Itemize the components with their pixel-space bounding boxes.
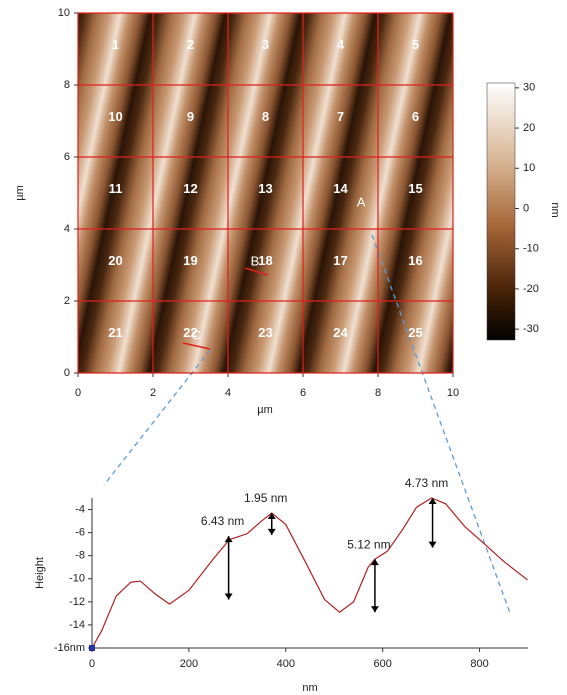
cell-label: 9	[187, 109, 194, 124]
profile-line-b	[244, 267, 269, 276]
colorbar-tick-label: -20	[523, 283, 539, 295]
cell-label: 8	[262, 109, 269, 124]
cell-label: 6	[412, 109, 419, 124]
x-tick-label: 600	[373, 658, 391, 670]
colorbar-label: nm	[549, 202, 561, 217]
y-tick-label: -14	[69, 619, 85, 631]
y-axis-label: µm	[14, 185, 26, 201]
origin-marker	[89, 645, 95, 651]
profile-line-c	[182, 342, 211, 350]
y-tick-label: -16nm	[54, 642, 85, 654]
arrow-head	[370, 559, 379, 566]
cell-label: 17	[333, 253, 347, 268]
x-tick-label: 200	[180, 658, 198, 670]
y-tick-label: 10	[58, 7, 70, 19]
cell-label: 4	[337, 37, 345, 52]
cell-label: 16	[408, 253, 422, 268]
colorbar-tick-label: 10	[523, 162, 535, 174]
colorbar-tick-label: -10	[523, 243, 539, 255]
arrow-head	[224, 536, 233, 543]
cell-label: 11	[109, 181, 123, 196]
y-tick-label: -12	[69, 596, 85, 608]
cell-label: 18	[258, 253, 272, 268]
y-tick-label: 4	[64, 223, 70, 235]
arrow-head	[428, 498, 437, 504]
arrow-head	[428, 541, 437, 548]
x-tick-label: 6	[300, 387, 306, 399]
point-label: B	[251, 254, 260, 269]
colorbar-tick-label: -30	[523, 323, 539, 335]
cell-label: 7	[337, 109, 344, 124]
y-tick-label: 6	[64, 151, 70, 163]
x-axis-label: nm	[302, 682, 317, 694]
arrow-head	[267, 513, 276, 519]
x-tick-label: 8	[375, 387, 381, 399]
y-tick-label: -10	[69, 573, 85, 585]
height-label: 1.95 nm	[244, 491, 287, 505]
y-tick-label: -6	[75, 527, 85, 539]
height-label: 5.12 nm	[347, 537, 390, 551]
cell-label: 23	[258, 325, 272, 340]
cell-label: 1	[112, 37, 119, 52]
cell-label: 24	[333, 325, 348, 340]
profile-line	[91, 497, 528, 649]
height-label: 6.43 nm	[201, 514, 244, 528]
cell-label: 3	[262, 37, 269, 52]
x-tick-label: 400	[277, 658, 295, 670]
cell-label: 10	[108, 109, 122, 124]
x-tick-label: 0	[75, 387, 81, 399]
cell-label: 15	[408, 181, 422, 196]
x-tick-label: 4	[225, 387, 231, 399]
colorbar	[486, 82, 516, 341]
cell-label: 22	[183, 325, 197, 340]
x-axis-label: µm	[257, 404, 273, 416]
y-tick-label: 0	[64, 367, 70, 379]
afm-image	[78, 13, 453, 373]
zoom-guide	[371, 234, 511, 614]
arrow-head	[267, 528, 276, 535]
cell-label: 21	[108, 325, 122, 340]
cell-label: 5	[412, 37, 419, 52]
y-tick-label: -4	[75, 503, 85, 515]
cell-label: 13	[258, 181, 272, 196]
arrow-head	[224, 593, 233, 600]
x-tick-label: 10	[447, 387, 459, 399]
colorbar-tick-label: 0	[523, 202, 529, 214]
colorbar-tick-label: 20	[523, 122, 535, 134]
y-axis-label: Height	[34, 557, 46, 589]
colorbar-tick-label: 30	[523, 82, 535, 94]
cell-label: 25	[408, 325, 422, 340]
y-tick-label: -8	[75, 550, 85, 562]
y-tick-label: 8	[64, 79, 70, 91]
arrow-head	[370, 606, 379, 613]
cell-label: 2	[187, 37, 194, 52]
cell-label: 20	[108, 253, 122, 268]
x-tick-label: 0	[89, 658, 95, 670]
cell-label: 19	[183, 253, 197, 268]
x-tick-label: 800	[470, 658, 488, 670]
cell-label: 14	[333, 181, 348, 196]
y-tick-label: 2	[64, 295, 70, 307]
point-label: C	[191, 327, 200, 342]
x-tick-label: 2	[150, 387, 156, 399]
height-label: 4.73 nm	[405, 476, 448, 490]
cell-label: 12	[183, 181, 197, 196]
point-label: A	[357, 195, 366, 210]
